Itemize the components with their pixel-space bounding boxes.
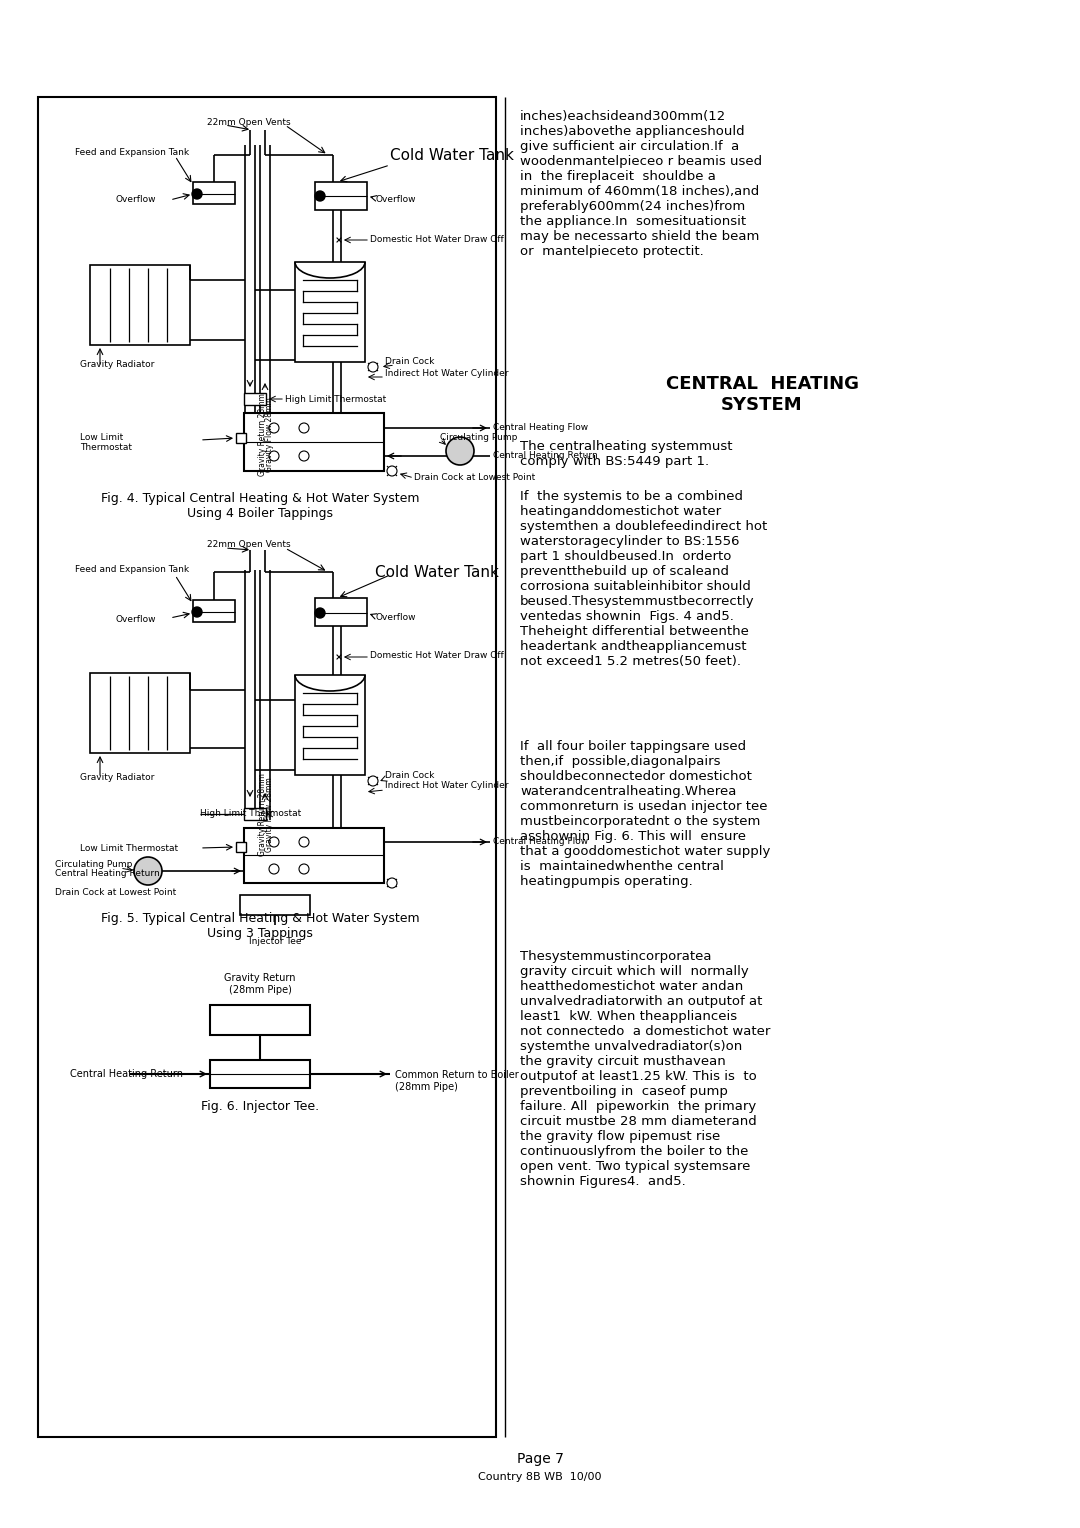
Circle shape	[368, 776, 378, 785]
Text: Gravity Radiator: Gravity Radiator	[80, 361, 154, 368]
Text: Drain Cock at Lowest Point: Drain Cock at Lowest Point	[55, 888, 176, 897]
Circle shape	[315, 191, 325, 202]
Bar	[210, 1005, 310, 1034]
Text: Gravity Radiator: Gravity Radiator	[80, 773, 154, 782]
Bar	[38, 96, 496, 1436]
Text: Feed and Expansion Tank: Feed and Expansion Tank	[75, 565, 189, 575]
Circle shape	[299, 863, 309, 874]
Text: The centralheating systemmust
comply with BS:5449 part 1.: The centralheating systemmust comply wit…	[519, 440, 732, 468]
Circle shape	[446, 437, 474, 465]
Text: Central Heating Return: Central Heating Return	[70, 1070, 183, 1079]
Text: Gravity Return
(28mm Pipe): Gravity Return (28mm Pipe)	[225, 973, 296, 995]
Bar	[315, 597, 367, 626]
Text: Low Limit Thermostat: Low Limit Thermostat	[80, 843, 178, 853]
Bar	[315, 182, 367, 209]
Circle shape	[134, 857, 162, 885]
Bar	[295, 675, 365, 775]
Circle shape	[387, 879, 397, 888]
Text: inches)eachsideand300mm(12
inches)abovethe applianceshould
give sufficient air c: inches)eachsideand300mm(12 inches)abovet…	[519, 110, 762, 258]
Text: Fig. 5. Typical Central Heating & Hot Water System
Using 3 Tappings: Fig. 5. Typical Central Heating & Hot Wa…	[100, 912, 419, 940]
Bar	[237, 432, 246, 443]
Circle shape	[387, 466, 397, 477]
Text: Gravity Return 28mm: Gravity Return 28mm	[258, 773, 267, 856]
Text: Drain Cock: Drain Cock	[384, 772, 434, 781]
Circle shape	[269, 423, 279, 432]
Text: Central Heating Flow: Central Heating Flow	[492, 837, 589, 847]
Text: If  all four boiler tappingsare used
then,if  possible,diagonalpairs
shouldbecon: If all four boiler tappingsare used then…	[519, 740, 770, 888]
Text: Overflow: Overflow	[375, 614, 416, 622]
Circle shape	[269, 837, 279, 847]
Text: Indirect Hot Water Cylinder: Indirect Hot Water Cylinder	[384, 781, 509, 790]
Text: CENTRAL  HEATING
SYSTEM: CENTRAL HEATING SYSTEM	[665, 374, 859, 414]
Bar	[244, 413, 384, 471]
Bar	[240, 895, 310, 915]
Bar	[193, 182, 235, 205]
Text: High Limit Thermostat: High Limit Thermostat	[285, 394, 387, 403]
Text: Country 8B WB  10/00: Country 8B WB 10/00	[478, 1471, 602, 1482]
Text: Domestic Hot Water Draw Off: Domestic Hot Water Draw Off	[370, 235, 503, 244]
Text: Cold Water Tank: Cold Water Tank	[390, 148, 514, 163]
Circle shape	[315, 608, 325, 617]
Circle shape	[192, 189, 202, 199]
Circle shape	[299, 451, 309, 461]
Bar	[90, 672, 190, 753]
Text: Overflow: Overflow	[114, 614, 156, 623]
Text: Central Heating Return: Central Heating Return	[55, 869, 160, 879]
Text: Circulating Pump: Circulating Pump	[440, 432, 517, 442]
Bar	[237, 842, 246, 853]
Text: 22mm Open Vents: 22mm Open Vents	[207, 118, 291, 127]
Text: Thesystemmustincorporatea
gravity circuit which will  normally
heatthedomesticho: Thesystemmustincorporatea gravity circui…	[519, 950, 770, 1187]
Circle shape	[299, 837, 309, 847]
Text: Domestic Hot Water Draw Off: Domestic Hot Water Draw Off	[370, 651, 503, 660]
Text: Circulating Pump: Circulating Pump	[55, 860, 133, 869]
Bar	[210, 1060, 310, 1088]
Text: Low Limit
Thermostat: Low Limit Thermostat	[80, 432, 132, 452]
Text: Gravity Flow 28mm: Gravity Flow 28mm	[265, 778, 274, 853]
Text: Gravity Return 28mm: Gravity Return 28mm	[258, 394, 267, 477]
Circle shape	[368, 362, 378, 371]
Circle shape	[299, 423, 309, 432]
Text: Injector Tee: Injector Tee	[248, 937, 301, 946]
Bar	[193, 601, 235, 622]
Text: Drain Cock: Drain Cock	[384, 358, 434, 367]
Text: Fig. 4. Typical Central Heating & Hot Water System
Using 4 Boiler Tappings: Fig. 4. Typical Central Heating & Hot Wa…	[100, 492, 419, 520]
Circle shape	[269, 863, 279, 874]
Text: Page 7: Page 7	[516, 1452, 564, 1465]
Text: Overflow: Overflow	[114, 196, 156, 205]
Text: Drain Cock at Lowest Point: Drain Cock at Lowest Point	[414, 474, 536, 483]
Text: If  the systemis to be a combined
heatinganddomestichot water
systemthen a doubl: If the systemis to be a combined heating…	[519, 490, 767, 668]
Circle shape	[192, 607, 202, 617]
Text: Central Heating Return: Central Heating Return	[492, 451, 597, 460]
Bar	[90, 264, 190, 345]
Text: High Limit Thermostat: High Limit Thermostat	[200, 810, 301, 819]
Text: Feed and Expansion Tank: Feed and Expansion Tank	[75, 148, 189, 157]
Text: 22mm Open Vents: 22mm Open Vents	[207, 539, 291, 549]
Text: Common Return to Boiler
(28mm Pipe): Common Return to Boiler (28mm Pipe)	[395, 1070, 518, 1091]
Text: Fig. 6. Injector Tee.: Fig. 6. Injector Tee.	[201, 1100, 319, 1112]
Text: Gravity Flow 28mm: Gravity Flow 28mm	[265, 397, 274, 472]
Bar	[244, 393, 266, 405]
Text: Cold Water Tank: Cold Water Tank	[375, 565, 499, 581]
Bar	[244, 808, 266, 821]
Text: Central Heating Flow: Central Heating Flow	[492, 423, 589, 432]
Circle shape	[269, 451, 279, 461]
Bar	[244, 828, 384, 883]
Text: Indirect Hot Water Cylinder: Indirect Hot Water Cylinder	[384, 368, 509, 377]
Bar	[295, 261, 365, 362]
Text: Overflow: Overflow	[375, 196, 416, 205]
